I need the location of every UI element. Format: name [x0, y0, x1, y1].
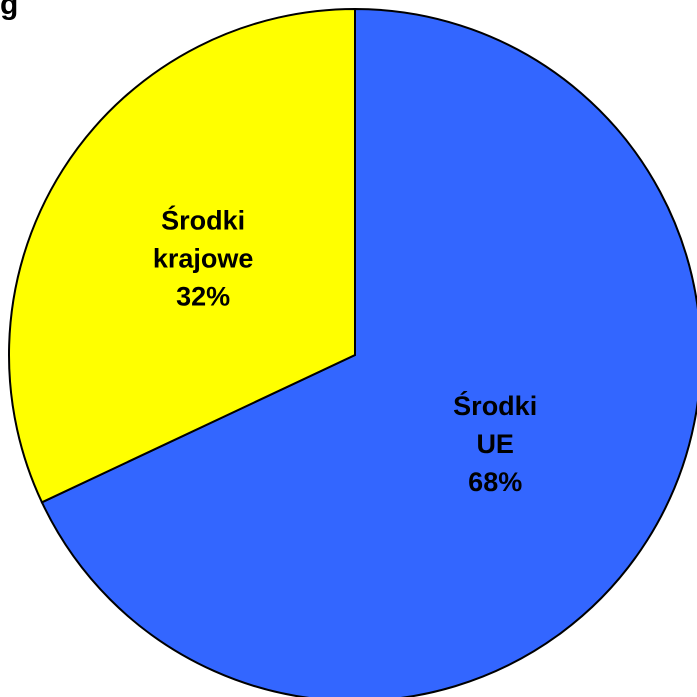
slice-label-1-line-0: Środki [161, 205, 245, 236]
slice-label-0-line-2: 68% [468, 467, 522, 497]
title-fragment: g [0, 0, 18, 22]
slice-label-1-line-1: krajowe [153, 244, 254, 274]
slice-label-1-line-2: 32% [176, 282, 230, 312]
slice-label-0-line-0: Środki [453, 390, 537, 421]
slice-label-0-line-1: UE [476, 429, 514, 459]
